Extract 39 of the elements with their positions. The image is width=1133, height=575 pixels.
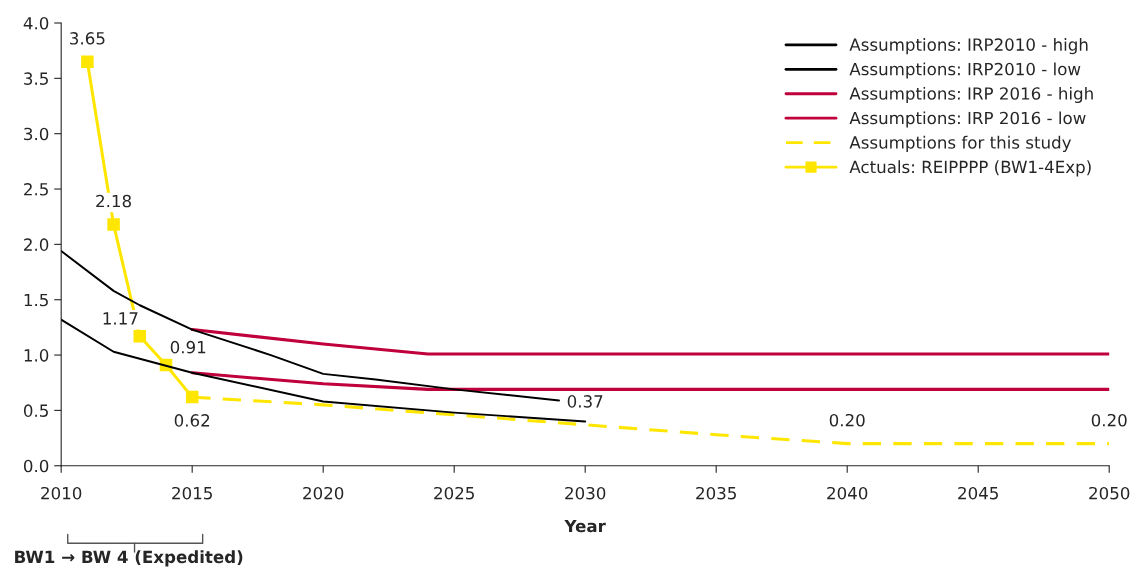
data-label: 2.18 bbox=[96, 194, 131, 208]
x-axis-title: Year bbox=[564, 519, 606, 533]
data-label: 0.62 bbox=[174, 414, 210, 427]
line-series bbox=[61, 250, 560, 402]
point bbox=[185, 390, 199, 404]
y-tick-label: 4.0 bbox=[23, 16, 49, 30]
x-tick-label: 2025 bbox=[434, 486, 474, 500]
y-tick-label: 0.5 bbox=[23, 404, 48, 417]
y-tick-label: 1.5 bbox=[24, 293, 48, 307]
legend-label: Actuals: REIPPPP (BW1-4Exp) bbox=[849, 160, 1091, 177]
data-label: 0.37 bbox=[567, 395, 603, 408]
data-label: 0.20 bbox=[829, 413, 865, 427]
y-tick-label: 3.0 bbox=[24, 127, 49, 141]
x-tick-label: 2050 bbox=[1089, 486, 1130, 500]
legend-label: Assumptions: IRP2010 - low bbox=[849, 62, 1081, 79]
x-tick-label: 2015 bbox=[172, 486, 212, 500]
x-tick-label: 2035 bbox=[696, 486, 736, 500]
point bbox=[133, 330, 147, 343]
text: BW1 → BW 4 (Expedited) bbox=[15, 550, 243, 567]
data-label: 1.17 bbox=[103, 312, 138, 325]
y-tick-label: 1.0 bbox=[24, 349, 49, 362]
x-tick-label: 2020 bbox=[303, 486, 344, 500]
x-tick-label: 2030 bbox=[565, 486, 606, 500]
point bbox=[81, 55, 94, 68]
y-tick-label: 0.0 bbox=[23, 459, 49, 473]
data-label: 0.20 bbox=[1091, 413, 1127, 427]
point bbox=[107, 218, 120, 231]
x-tick-label: 2010 bbox=[41, 486, 82, 500]
legend-label: Assumptions: IRP 2016 - low bbox=[849, 111, 1086, 128]
y-tick-label: 2.0 bbox=[24, 238, 49, 251]
y-tick-label: 2.5 bbox=[24, 182, 48, 196]
x-tick-label: 2045 bbox=[958, 486, 998, 500]
legend-label: Assumptions: IRP 2016 - high bbox=[849, 86, 1093, 104]
data-label: 3.65 bbox=[70, 32, 105, 45]
y-tick-label: 3.5 bbox=[24, 72, 48, 85]
x-tick-label: 2040 bbox=[827, 486, 868, 500]
legend-label: Assumptions for this study bbox=[849, 135, 1072, 152]
legend-label: Assumptions: IRP2010 - high bbox=[849, 38, 1088, 55]
data-label: 0.91 bbox=[170, 340, 206, 354]
